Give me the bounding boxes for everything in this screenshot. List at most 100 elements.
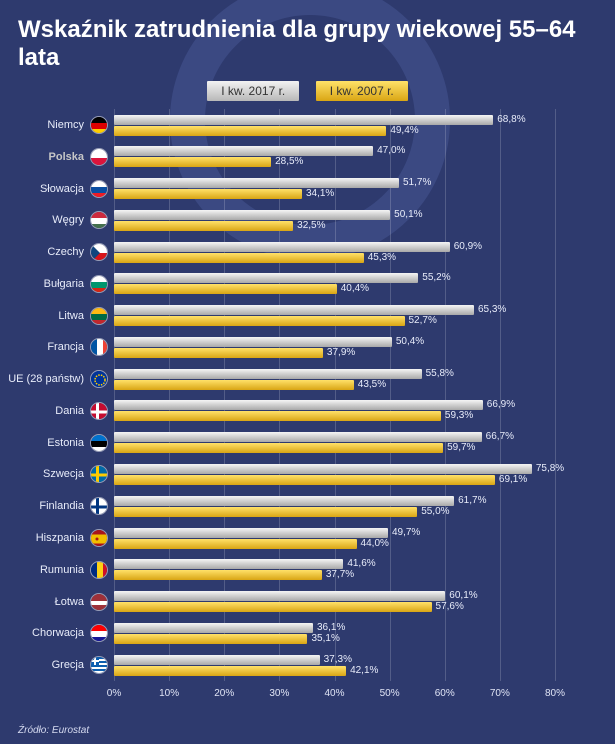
country-label: UE (28 państw) [8,373,84,385]
axis-tick-label: 70% [490,688,510,699]
flag-icon [90,624,108,642]
flag-icon [90,243,108,261]
value-2017: 75,8% [536,463,564,474]
axis-tick-label: 50% [380,688,400,699]
bar-2017: 36,1% [114,623,313,633]
bar-2017: 65,3% [114,305,474,315]
chart-row: Bułgaria55,2%40,4% [114,270,555,297]
value-2017: 37,3% [324,654,352,665]
axis-tick-label: 60% [435,688,455,699]
chart-row: Łotwa60,1%57,6% [114,588,555,615]
bar-2007: 32,5% [114,221,293,231]
country-label: Hiszpania [36,532,84,544]
bar-2007: 49,4% [114,126,386,136]
value-2007: 42,1% [350,665,378,676]
flag-icon [90,434,108,452]
bar-2007: 44,0% [114,539,357,549]
country-label: Bułgaria [44,278,84,290]
chart-row: Estonia66,7%59,7% [114,429,555,456]
flag-icon [90,402,108,420]
value-2007: 49,4% [390,125,418,136]
value-2017: 60,1% [449,590,477,601]
chart-row: Niemcy68,8%49,4% [114,112,555,139]
flag-icon [90,307,108,325]
bar-2007: 28,5% [114,157,271,167]
bar-2017: 66,9% [114,400,483,410]
chart-row: Węgry50,1%32,5% [114,207,555,234]
country-label: Litwa [58,310,84,322]
value-2007: 28,5% [275,156,303,167]
country-label: Łotwa [55,596,84,608]
flag-icon [90,148,108,166]
chart-row: Grecja37,3%42,1% [114,652,555,679]
bar-chart: 0%10%20%30%40%50%60%70%80%Niemcy68,8%49,… [114,109,555,699]
country-label: Dania [55,405,84,417]
bar-2007: 59,7% [114,443,443,453]
flag-icon [90,370,108,388]
country-label: Szwecja [43,468,84,480]
axis-tick-label: 40% [324,688,344,699]
chart-row: Rumunia41,6%37,7% [114,556,555,583]
chart-row: Czechy60,9%45,3% [114,239,555,266]
value-2007: 69,1% [499,474,527,485]
chart-row: Chorwacja36,1%35,1% [114,620,555,647]
flag-icon [90,593,108,611]
bar-2007: 37,7% [114,570,322,580]
axis-tick-label: 80% [545,688,565,699]
value-2017: 50,1% [394,209,422,220]
value-2017: 51,7% [403,177,431,188]
flag-icon [90,561,108,579]
country-label: Estonia [47,437,84,449]
flag-icon [90,211,108,229]
bar-2017: 60,1% [114,591,445,601]
grid-line [555,109,556,681]
axis-tick-label: 30% [269,688,289,699]
country-label: Węgry [52,214,84,226]
country-label: Czechy [47,246,84,258]
bar-2017: 66,7% [114,432,482,442]
value-2007: 37,9% [327,347,355,358]
value-2017: 68,8% [497,114,525,125]
value-2007: 34,1% [306,188,334,199]
chart-row: UE (28 państw)55,8%43,5% [114,366,555,393]
value-2007: 32,5% [297,220,325,231]
value-2017: 61,7% [458,495,486,506]
country-label: Chorwacja [32,627,84,639]
value-2017: 55,8% [426,368,454,379]
country-label: Francja [47,341,84,353]
bar-2017: 37,3% [114,655,320,665]
bar-2007: 37,9% [114,348,323,358]
bar-2017: 55,2% [114,273,418,283]
value-2017: 41,6% [347,558,375,569]
country-label: Niemcy [47,119,84,131]
bar-2017: 75,8% [114,464,532,474]
flag-icon [90,275,108,293]
legend: I kw. 2017 r. I kw. 2007 r. [18,81,597,101]
bar-2017: 41,6% [114,559,343,569]
flag-icon [90,656,108,674]
value-2007: 35,1% [311,633,339,644]
bar-2007: 55,0% [114,507,417,517]
chart-title: Wskaźnik zatrudnienia dla grupy wiekowej… [18,16,597,71]
value-2007: 40,4% [341,283,369,294]
bar-2007: 35,1% [114,634,307,644]
bar-2017: 61,7% [114,496,454,506]
bar-2017: 49,7% [114,528,388,538]
bar-2017: 50,1% [114,210,390,220]
bar-2007: 43,5% [114,380,354,390]
flag-icon [90,465,108,483]
value-2007: 59,7% [447,442,475,453]
bar-2007: 69,1% [114,475,495,485]
chart-row: Finlandia61,7%55,0% [114,493,555,520]
country-label: Polska [49,151,84,163]
value-2017: 60,9% [454,241,482,252]
country-label: Finlandia [39,500,84,512]
bar-2017: 51,7% [114,178,399,188]
legend-2007: I kw. 2007 r. [316,81,408,101]
chart-row: Hiszpania49,7%44,0% [114,525,555,552]
flag-icon [90,116,108,134]
country-label: Słowacja [40,183,84,195]
chart-row: Polska47,0%28,5% [114,143,555,170]
bar-2017: 55,8% [114,369,422,379]
value-2017: 36,1% [317,622,345,633]
